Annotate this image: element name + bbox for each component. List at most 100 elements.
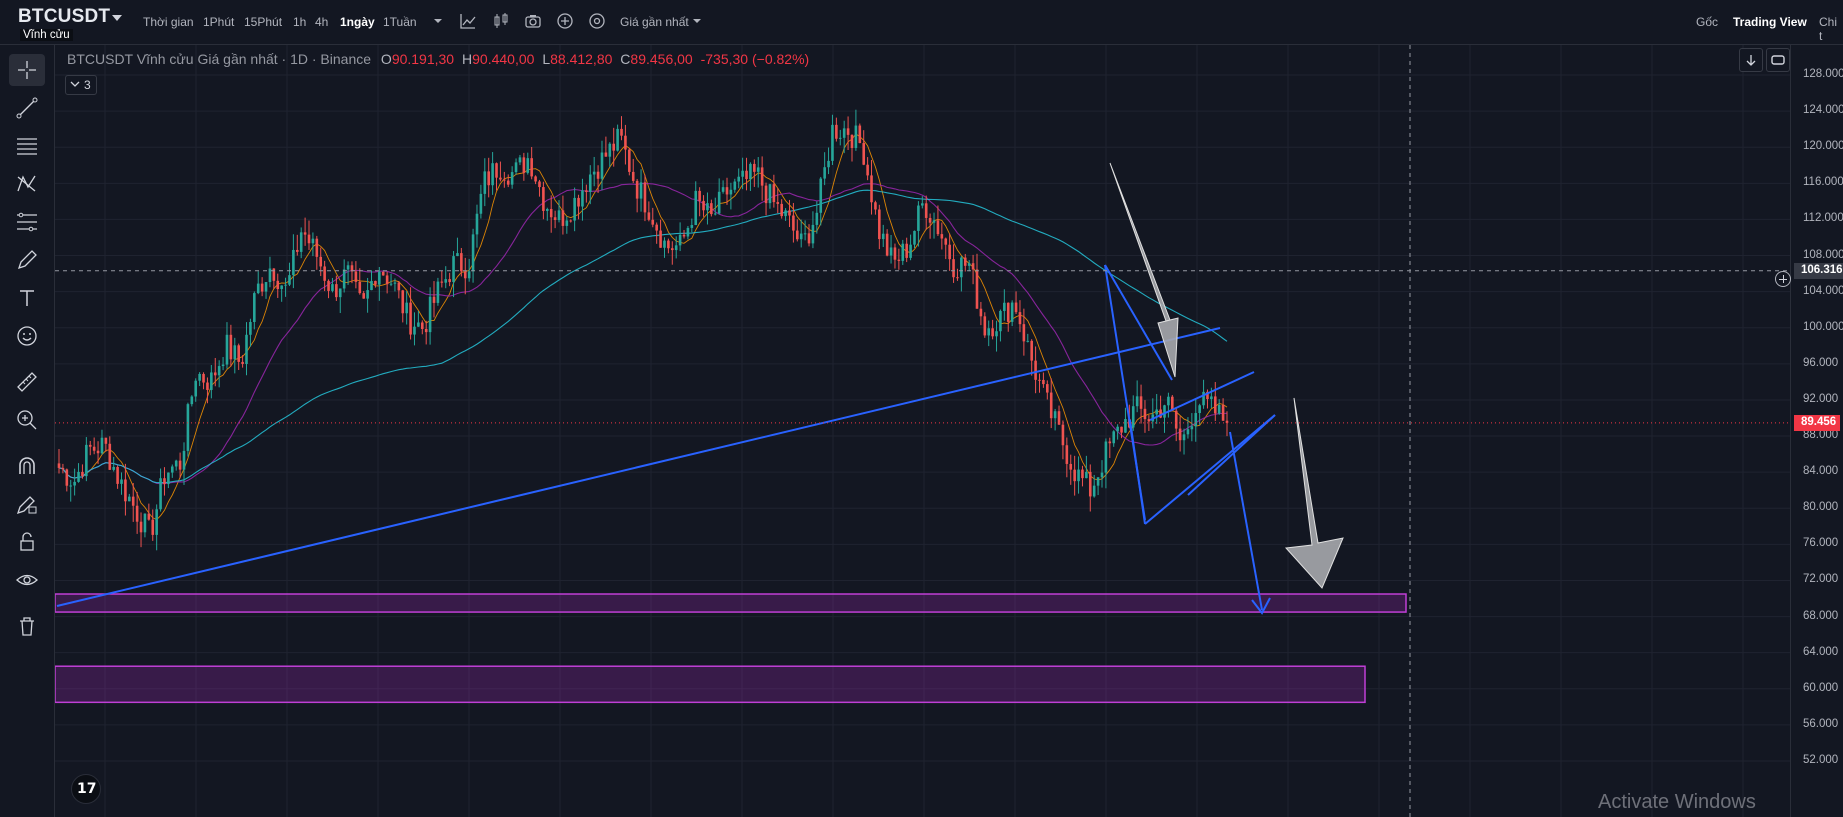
text-tool[interactable] bbox=[9, 282, 45, 314]
price-tick-label: 92.000 bbox=[1803, 392, 1839, 405]
candle-body bbox=[1190, 426, 1194, 430]
price-source-dropdown[interactable]: Giá gần nhất bbox=[620, 15, 689, 29]
candle-body bbox=[198, 373, 201, 381]
horizontal-lines-tool[interactable] bbox=[9, 130, 45, 162]
timeframe-15m[interactable]: 15Phút bbox=[244, 15, 283, 29]
candle-body bbox=[807, 233, 811, 244]
candle-body bbox=[670, 248, 674, 251]
price-chart[interactable] bbox=[55, 45, 1790, 817]
timeframe-1d[interactable]: 1ngày bbox=[340, 15, 375, 29]
candle-body bbox=[1069, 463, 1073, 470]
tradingview-logo[interactable]: 17 bbox=[71, 774, 101, 804]
gray-down-arrow bbox=[1284, 397, 1344, 589]
details-tab[interactable]: Chi t bbox=[1819, 15, 1838, 43]
candle-body bbox=[221, 364, 225, 367]
price-tick-label: 84.000 bbox=[1803, 465, 1839, 478]
trendline-tool[interactable] bbox=[9, 92, 45, 124]
timeframe-1m[interactable]: 1Phút bbox=[203, 15, 235, 29]
wedge-support bbox=[1187, 414, 1276, 496]
candle-body bbox=[276, 280, 280, 290]
candle-body bbox=[206, 382, 209, 390]
candle-body bbox=[448, 279, 451, 283]
legend-close-label: C bbox=[620, 51, 631, 67]
legend-symbol-name[interactable]: BTCUSDT Vĩnh cửu Giá gần nhất · 1D · Bin… bbox=[67, 51, 372, 67]
candle-body bbox=[788, 210, 791, 216]
log-scale-original-button[interactable]: Gốc bbox=[1696, 15, 1719, 29]
indicators-chart-icon[interactable] bbox=[458, 11, 478, 31]
add-alert-plus-icon[interactable] bbox=[1775, 271, 1791, 287]
candle-body bbox=[124, 479, 127, 502]
crosshair-tool[interactable] bbox=[9, 54, 45, 86]
candle-body bbox=[342, 269, 346, 289]
candle-body bbox=[311, 238, 315, 244]
price-tick-label: 104.000 bbox=[1803, 284, 1843, 297]
candle-body bbox=[815, 212, 819, 225]
candle-body bbox=[1198, 405, 1201, 414]
candle-body bbox=[932, 220, 936, 223]
fullscreen-button[interactable] bbox=[1766, 48, 1790, 72]
magnet-tool[interactable] bbox=[9, 450, 45, 482]
candle-body bbox=[557, 210, 561, 220]
hide-drawings-tool[interactable] bbox=[9, 564, 45, 596]
timeframe-1h[interactable]: 1h bbox=[293, 15, 307, 29]
wedge-leg bbox=[1129, 419, 1146, 525]
drawing-mode-tool[interactable] bbox=[9, 488, 45, 520]
candle-body bbox=[889, 247, 893, 256]
pattern-tool[interactable] bbox=[9, 168, 45, 200]
lock-drawings-tool[interactable] bbox=[9, 526, 45, 558]
legend-change: -735,30 (−0.82%) bbox=[700, 51, 810, 67]
add-plus-icon[interactable] bbox=[555, 11, 575, 31]
candle-body bbox=[108, 443, 112, 470]
candle-body bbox=[686, 227, 690, 237]
candle-body bbox=[694, 190, 698, 226]
candle-body bbox=[897, 259, 901, 261]
remove-drawings-tool[interactable] bbox=[9, 610, 45, 642]
candle-body bbox=[143, 513, 147, 533]
timeframe-4h[interactable]: 4h bbox=[315, 15, 329, 29]
candle-body bbox=[682, 234, 686, 237]
candle-body bbox=[667, 240, 670, 249]
candle-body bbox=[1073, 469, 1076, 482]
candle-body bbox=[483, 171, 487, 194]
camera-icon[interactable] bbox=[523, 11, 543, 31]
candle-body bbox=[163, 478, 166, 485]
fib-tool[interactable] bbox=[9, 206, 45, 238]
candle-body bbox=[592, 171, 596, 175]
candle-body bbox=[1081, 469, 1084, 479]
candle-body bbox=[155, 509, 158, 535]
timeframe-1w[interactable]: 1Tuần bbox=[383, 15, 417, 29]
candle-body bbox=[499, 177, 502, 180]
candle-body bbox=[393, 282, 397, 284]
tradingview-mode-button[interactable]: Trading View bbox=[1733, 15, 1807, 29]
timeframe-dropdown-icon[interactable] bbox=[428, 11, 448, 31]
candle-body bbox=[405, 302, 408, 314]
candle-body bbox=[491, 163, 494, 186]
emoji-tool[interactable] bbox=[9, 320, 45, 352]
measure-tool[interactable] bbox=[9, 366, 45, 398]
candle-body bbox=[245, 334, 248, 364]
candle-body bbox=[518, 157, 522, 163]
zoom-tool[interactable] bbox=[9, 404, 45, 436]
price-axis[interactable] bbox=[1790, 45, 1843, 817]
candle-body bbox=[444, 279, 448, 283]
settings-gear-icon[interactable] bbox=[587, 11, 607, 31]
scroll-to-latest-button[interactable] bbox=[1739, 48, 1763, 72]
candle-body bbox=[452, 256, 455, 283]
candle-body bbox=[522, 157, 526, 173]
candle-body bbox=[1213, 396, 1217, 414]
legend-collapse-button[interactable]: 3 bbox=[65, 75, 97, 95]
legend-high-label: H bbox=[462, 51, 473, 67]
candle-body bbox=[1159, 409, 1162, 418]
symbol-search[interactable]: BTCUSDT bbox=[18, 6, 111, 27]
price-source-caret-icon[interactable] bbox=[687, 11, 707, 31]
candles-type-icon[interactable] bbox=[491, 11, 511, 31]
candle-body bbox=[628, 149, 631, 172]
symbol-caret-icon[interactable] bbox=[112, 15, 122, 21]
candle-body bbox=[346, 265, 350, 270]
candle-body bbox=[112, 466, 115, 470]
candle-body bbox=[526, 158, 530, 173]
candle-body bbox=[116, 466, 119, 484]
brush-tool[interactable] bbox=[9, 244, 45, 276]
candle-body bbox=[549, 208, 553, 218]
candle-body bbox=[194, 380, 198, 397]
